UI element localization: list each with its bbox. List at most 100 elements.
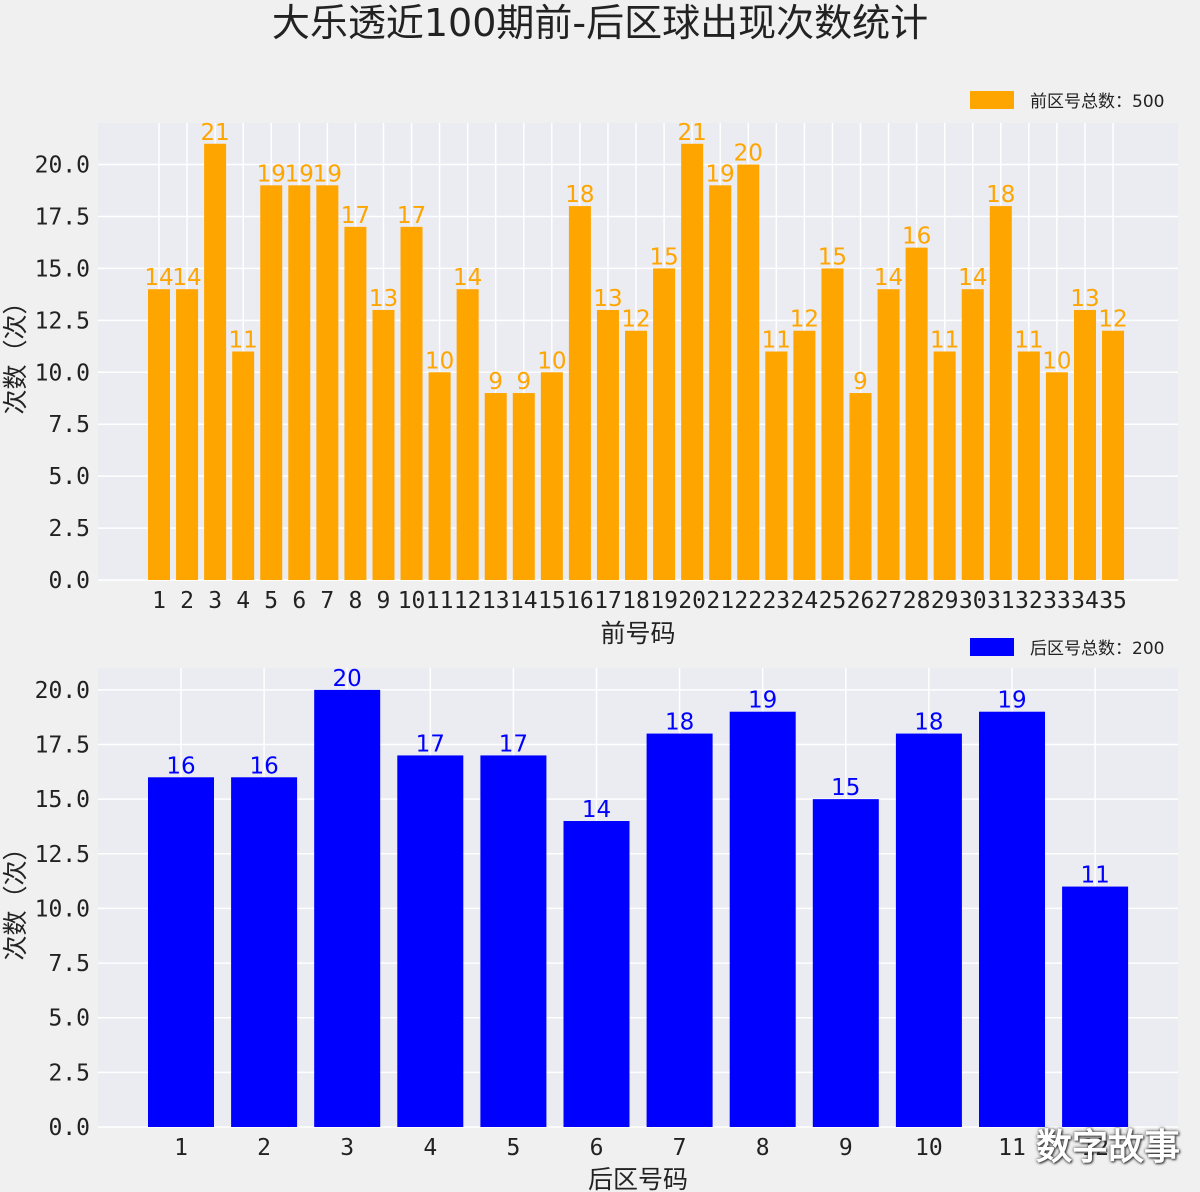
x-tick-label: 25 (819, 588, 847, 614)
data-label: 11 (762, 328, 791, 354)
bar (849, 393, 872, 580)
data-label: 14 (453, 265, 482, 291)
data-label: 19 (313, 161, 342, 187)
data-label: 21 (677, 120, 706, 146)
y-tick-label: 2.5 (48, 516, 90, 542)
y-tick-label: 7.5 (48, 412, 90, 438)
data-label: 12 (621, 307, 650, 333)
bar (961, 289, 984, 580)
back-chart: 0.02.55.07.510.012.515.017.520.016116220… (1, 638, 1178, 1192)
watermark: 数字故事 (1035, 1127, 1180, 1168)
bar (681, 143, 704, 581)
x-tick-label: 4 (236, 588, 250, 614)
legend-label: 前区号总数：500 (1030, 92, 1164, 112)
y-tick-label: 15.0 (35, 256, 90, 282)
legend-swatch (970, 91, 1014, 109)
data-label: 13 (593, 286, 622, 312)
x-tick-label: 7 (673, 1135, 687, 1161)
data-label: 10 (537, 348, 566, 374)
y-axis-label: 次数（次） (1, 835, 30, 960)
bar (512, 393, 535, 580)
data-label: 18 (986, 182, 1015, 208)
bar (646, 733, 713, 1127)
bar (709, 185, 732, 580)
x-tick-label: 12 (1081, 1135, 1109, 1161)
y-tick-label: 0.0 (48, 1115, 90, 1141)
y-tick-label: 5.0 (48, 464, 90, 490)
bar (933, 351, 956, 580)
legend-swatch (970, 638, 1014, 656)
bar (765, 351, 788, 580)
data-label: 14 (958, 265, 987, 291)
data-label: 16 (902, 224, 931, 250)
x-tick-label: 6 (292, 588, 306, 614)
x-tick-label: 2 (257, 1135, 271, 1161)
x-tick-label: 9 (377, 588, 391, 614)
data-label: 19 (997, 688, 1026, 714)
x-tick-label: 8 (756, 1135, 770, 1161)
bar (1045, 372, 1068, 580)
bar (568, 206, 591, 580)
bar (1073, 309, 1096, 580)
bar (260, 185, 283, 580)
x-tick-label: 3 (208, 588, 222, 614)
y-tick-label: 5.0 (48, 1006, 90, 1032)
x-tick-label: 19 (650, 588, 678, 614)
x-tick-label: 6 (590, 1135, 604, 1161)
y-tick-label: 2.5 (48, 1060, 90, 1086)
x-tick-label: 29 (931, 588, 959, 614)
y-tick-label: 20.0 (35, 153, 90, 179)
x-tick-label: 28 (903, 588, 931, 614)
data-label: 16 (249, 753, 278, 779)
bar (480, 755, 547, 1127)
data-label: 16 (166, 753, 195, 779)
data-label: 18 (565, 182, 594, 208)
data-label: 17 (341, 203, 370, 229)
x-tick-label: 33 (1043, 588, 1071, 614)
bar (821, 268, 844, 580)
x-tick-label: 10 (915, 1135, 943, 1161)
x-tick-label: 10 (398, 588, 426, 614)
data-label: 13 (1070, 286, 1099, 312)
bar (653, 268, 676, 580)
bar (428, 372, 451, 580)
data-label: 12 (1098, 307, 1127, 333)
bar (1017, 351, 1040, 580)
bar (563, 821, 630, 1127)
x-tick-label: 16 (566, 588, 594, 614)
x-tick-label: 17 (594, 588, 622, 614)
data-label: 11 (930, 328, 959, 354)
x-tick-label: 32 (1015, 588, 1043, 614)
data-label: 12 (790, 307, 819, 333)
bar (877, 289, 900, 580)
data-label: 19 (285, 161, 314, 187)
data-label: 9 (516, 369, 531, 395)
bar (540, 372, 563, 580)
y-tick-label: 17.5 (35, 204, 90, 230)
data-label: 19 (748, 688, 777, 714)
x-tick-label: 34 (1071, 588, 1099, 614)
x-tick-label: 27 (875, 588, 903, 614)
data-label: 19 (706, 161, 735, 187)
bar (204, 143, 227, 581)
front-chart: 0.02.55.07.510.012.515.017.520.014114221… (1, 91, 1178, 648)
data-label: 13 (369, 286, 398, 312)
x-tick-label: 22 (734, 588, 762, 614)
y-tick-label: 10.0 (35, 896, 90, 922)
x-tick-label: 11 (998, 1135, 1026, 1161)
data-label: 15 (818, 244, 847, 270)
bar (625, 330, 648, 580)
data-label: 18 (665, 710, 694, 736)
data-label: 19 (257, 161, 286, 187)
bar (176, 289, 199, 580)
bar (372, 309, 395, 580)
bar (314, 689, 381, 1127)
bar (812, 799, 879, 1127)
data-label: 18 (914, 710, 943, 736)
bar (729, 711, 796, 1127)
bar (456, 289, 479, 580)
x-tick-label: 12 (454, 588, 482, 614)
y-tick-label: 20.0 (35, 678, 90, 704)
data-label: 10 (1042, 348, 1071, 374)
bar (596, 309, 619, 580)
